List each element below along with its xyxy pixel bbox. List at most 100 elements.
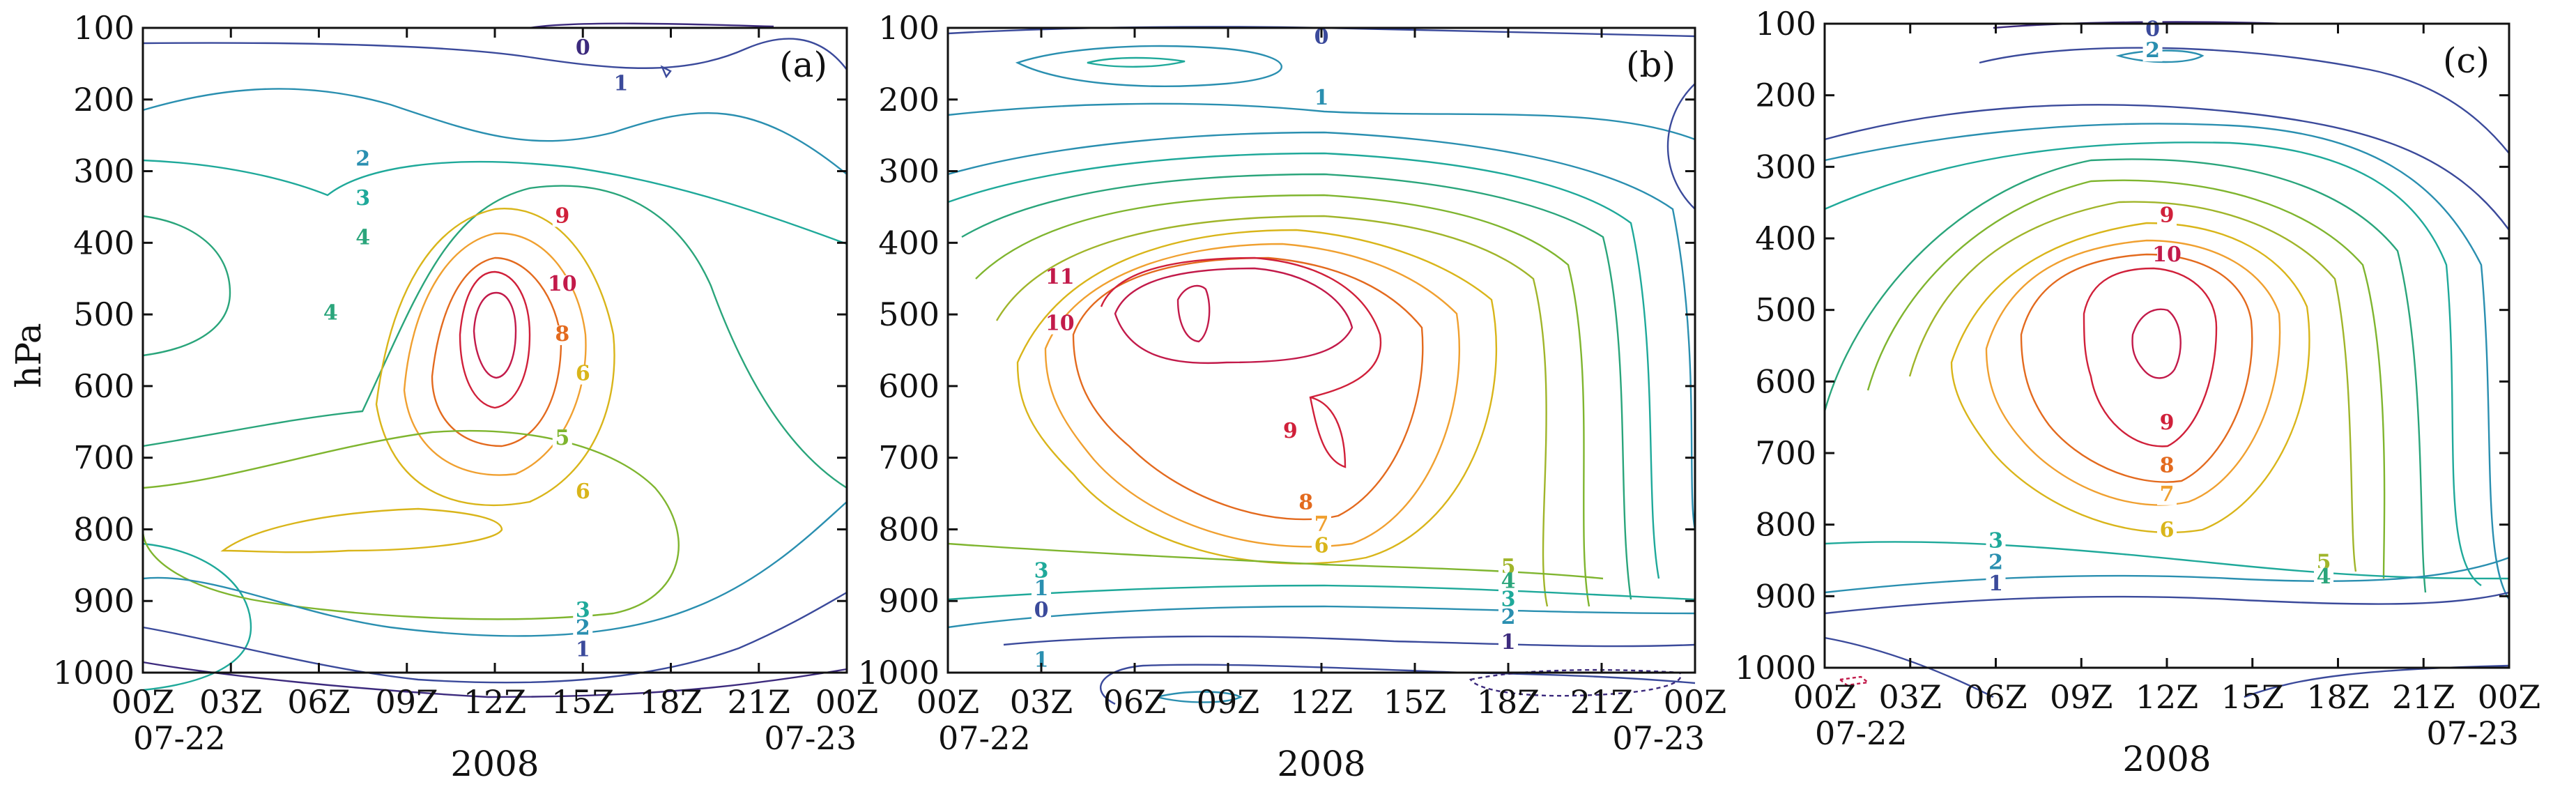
x-tick-label: 00Z: [1664, 683, 1727, 721]
y-tick-label: 700: [73, 439, 135, 477]
contour-label: 8: [1298, 491, 1313, 515]
plot-frame: [141, 26, 848, 674]
contour-label: 8: [2160, 454, 2175, 478]
contour-line: [1866, 179, 2386, 579]
x-date-label-start: 07-22: [938, 719, 1031, 757]
contour-label-bg: [1498, 609, 1518, 629]
contour-line: [947, 584, 1696, 601]
contour-line: [961, 173, 1632, 600]
contour-label: 2: [1988, 550, 2003, 574]
contour-line: [141, 429, 680, 620]
contour-label: 2: [576, 615, 590, 640]
contour-line: [1979, 47, 2510, 154]
x-tick-label: 12Z: [2136, 678, 2199, 716]
contour-line: [1156, 691, 1243, 703]
contour-line: [375, 208, 615, 507]
y-tick-label: 400: [73, 224, 135, 261]
contour-label: 4: [355, 225, 370, 250]
x-date-label-end: 07-23: [2426, 714, 2519, 752]
y-tick-label: 300: [878, 153, 940, 190]
contour-label: 6: [1314, 533, 1329, 558]
contour-line: [947, 605, 1696, 629]
contour-line: [1950, 222, 2310, 533]
contour-line: [142, 215, 231, 357]
contour-line: [1824, 541, 2510, 580]
x-axis-title: 2008: [1277, 744, 1365, 784]
contour-label-bg: [2314, 567, 2334, 588]
contour-label: 1: [1501, 630, 1516, 655]
contour-label: 11: [1045, 265, 1075, 289]
y-tick-label: 600: [73, 367, 135, 405]
y-tick-label: 900: [73, 582, 135, 620]
contour-line: [1087, 56, 1186, 68]
contour-label: 2: [355, 146, 370, 171]
y-tick-label: 400: [1755, 220, 1816, 257]
contour-label: 1: [1988, 572, 2003, 596]
contour-line: [1824, 556, 2510, 594]
contour-label: 0: [1034, 598, 1049, 622]
contour-label: 2: [2145, 38, 2160, 63]
contour-line: [1015, 45, 1282, 87]
contour-line: [995, 215, 1549, 607]
contour-label: 3: [1034, 558, 1049, 583]
y-tick-label: 200: [73, 81, 135, 118]
contour-label: 7: [2160, 482, 2175, 507]
contour-line: [1100, 257, 1382, 468]
contour-label-bg: [2157, 485, 2177, 505]
contour-label-bg: [1032, 562, 1051, 582]
contour-label-bg: [552, 207, 572, 227]
panel-b-contour-labels: 0111109876543231011: [1032, 25, 1518, 673]
contour-label-bg: [1986, 553, 2006, 574]
contour-label: 10: [548, 272, 577, 296]
contour-label: 1: [1034, 648, 1049, 673]
contour-label: 7: [1314, 512, 1329, 536]
contour-line: [1838, 675, 1870, 687]
contour-line: [529, 22, 774, 29]
contour-label-bg: [1312, 537, 1331, 557]
contour-label-bg: [573, 601, 593, 621]
contour-label-bg: [573, 365, 593, 385]
contour-label-bg: [573, 641, 593, 661]
contour-label: 3: [576, 598, 590, 622]
contour-label-bg: [1312, 515, 1331, 535]
contour-label-bg: [2157, 206, 2177, 227]
contour-label-bg: [2142, 42, 2163, 62]
contour-line: [1823, 158, 2427, 593]
y-axis-title: hPa: [8, 323, 49, 388]
contour-label-bg: [573, 619, 593, 639]
contour-line: [947, 152, 1660, 579]
x-tick-label: 00Z: [815, 683, 879, 721]
contour-label-bg: [1498, 590, 1518, 611]
y-tick-label: 100: [1755, 5, 1816, 43]
x-tick-label: 06Z: [1964, 678, 2027, 716]
x-tick-label: 06Z: [1103, 683, 1167, 721]
x-tick-label: 09Z: [2050, 678, 2113, 716]
contour-label: 6: [576, 480, 590, 504]
contour-line: [142, 38, 848, 70]
contour-label: 0: [576, 36, 590, 60]
panel-b-contours: [947, 26, 1696, 705]
contour-label-bg: [1050, 268, 1070, 288]
contour-label: 9: [555, 204, 569, 229]
contour-line: [142, 88, 848, 175]
contour-line: [1666, 83, 1696, 210]
y-tick-label: 300: [73, 153, 135, 190]
contour-line: [2020, 253, 2253, 483]
contour-line: [1003, 635, 1696, 648]
y-tick-label: 900: [1755, 577, 1816, 615]
x-tick-label: 21Z: [1570, 683, 1634, 721]
contour-label-bg: [2157, 521, 2177, 542]
contour-label-bg: [1296, 493, 1316, 514]
panel-label: (a): [779, 45, 827, 85]
contour-label: 1: [1314, 86, 1329, 110]
x-tick-label: 03Z: [199, 683, 263, 721]
contour-label: 6: [576, 362, 590, 386]
contour-line: [660, 65, 672, 79]
contour-label-bg: [2157, 245, 2177, 266]
panel-b: 0111109876543231011 10020030040050060070…: [858, 9, 1726, 784]
contour-line: [2083, 267, 2218, 447]
x-tick-label: 03Z: [1010, 683, 1073, 721]
panel-c-contours: [1823, 21, 2510, 698]
y-tick-label: 800: [73, 510, 135, 548]
